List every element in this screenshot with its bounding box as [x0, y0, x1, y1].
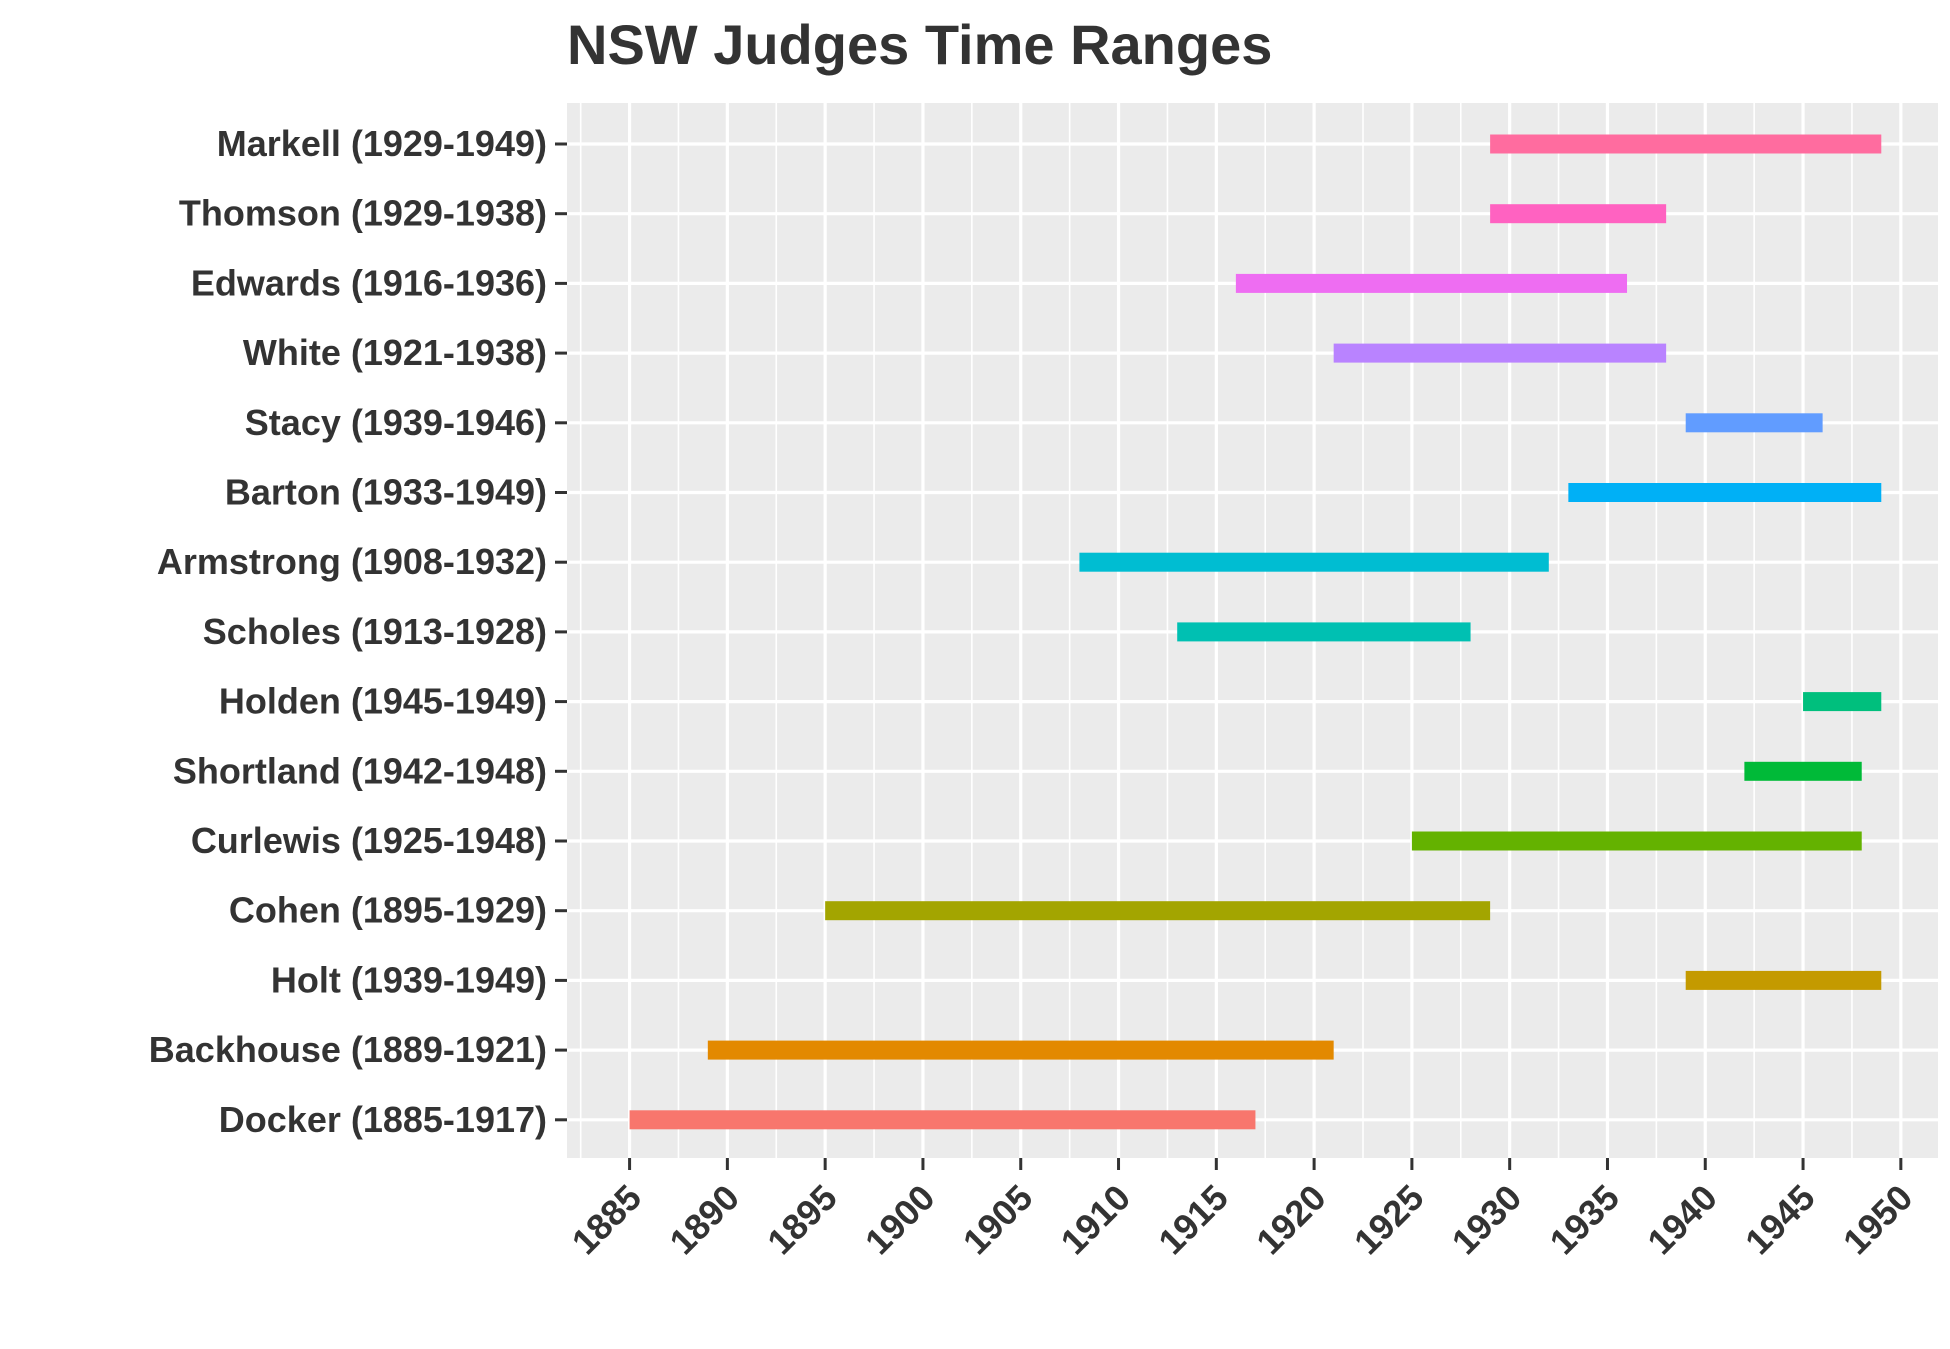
- x-tick-label: 1920: [1248, 1177, 1334, 1263]
- range-bar: [1079, 552, 1549, 572]
- range-bar: [1177, 622, 1471, 642]
- y-axis: Markell (1929-1949) Thomson (1929-1938) Ed…: [149, 123, 567, 1140]
- x-tick-label: 1895: [759, 1177, 845, 1263]
- y-tick-label: Markell (1929-1949): [217, 123, 547, 164]
- y-tick-label: Shortland (1942-1948): [173, 750, 547, 791]
- x-tick-label: 1890: [661, 1177, 747, 1263]
- y-tick-label: Backhouse (1889-1921): [149, 1029, 547, 1070]
- range-bar: [1568, 483, 1882, 502]
- y-tick-label: Docker (1885-1917): [219, 1099, 547, 1140]
- x-tick-label: 1905: [955, 1177, 1041, 1263]
- x-tick-label: 1910: [1053, 1177, 1139, 1263]
- x-tick-label: 1945: [1737, 1177, 1823, 1263]
- x-tick-label: 1915: [1150, 1177, 1236, 1263]
- x-tick-label: 1930: [1444, 1177, 1530, 1263]
- range-bar: [1744, 761, 1862, 781]
- x-tick-label: 1950: [1835, 1177, 1921, 1263]
- range-bar: [825, 901, 1491, 921]
- range-bar: [1490, 134, 1882, 154]
- range-bar: [629, 1110, 1256, 1130]
- range-bar: [1333, 343, 1667, 363]
- range-bars: [629, 134, 1882, 1130]
- y-tick-label: Holden (1945-1949): [219, 681, 547, 722]
- y-tick-label: Curlewis (1925-1948): [191, 820, 547, 861]
- x-tick-label: 1940: [1639, 1177, 1725, 1263]
- range-bar: [1685, 413, 1823, 433]
- range-bar: [1235, 273, 1628, 293]
- range-bar: [1490, 204, 1667, 224]
- range-bar: [1685, 970, 1882, 990]
- y-tick-label: Holt (1939-1949): [271, 959, 547, 1000]
- range-bar: [707, 1040, 1334, 1060]
- y-tick-label: Armstrong (1908-1932): [157, 541, 547, 582]
- y-tick-label: Stacy (1939-1946): [245, 402, 547, 443]
- chart-title: NSW Judges Time Ranges: [567, 13, 1272, 76]
- x-tick-label: 1935: [1542, 1177, 1628, 1263]
- x-tick-label: 1925: [1346, 1177, 1432, 1263]
- range-bar: [1803, 692, 1882, 712]
- x-tick-label: 1885: [564, 1177, 650, 1263]
- range-bar: [1411, 831, 1862, 851]
- y-tick-label: Scholes (1913-1928): [203, 611, 547, 652]
- x-tick-label: 1900: [857, 1177, 943, 1263]
- y-tick-label: Thomson (1929-1938): [179, 193, 547, 234]
- y-tick-label: Edwards (1916-1936): [191, 262, 547, 303]
- x-axis: 1885 1890 1895 1900 1905 1910 1915 1920 1925 1930…: [564, 1158, 1921, 1263]
- y-tick-label: Barton (1933-1949): [225, 472, 547, 513]
- y-tick-label: White (1921-1938): [243, 332, 547, 373]
- y-tick-label: Cohen (1895-1929): [229, 890, 547, 931]
